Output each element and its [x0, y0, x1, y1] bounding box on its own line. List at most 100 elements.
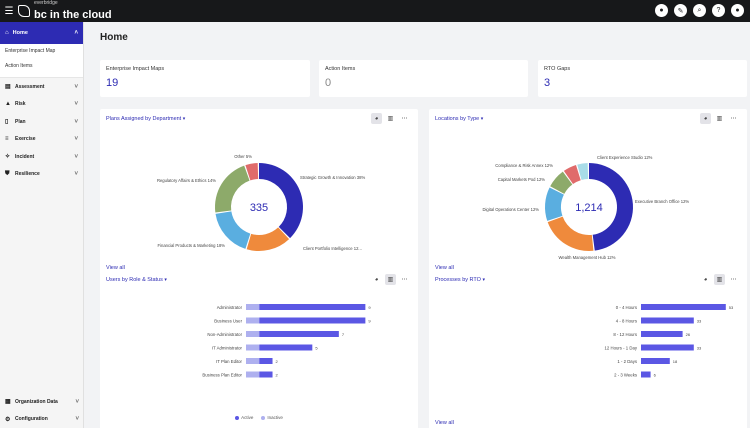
bar-active[interactable] [259, 317, 366, 324]
sidebar-item-resilience[interactable]: ⛊ Resilience ˅ [0, 166, 83, 184]
bar-active[interactable] [259, 358, 273, 364]
exercise-icon: ≡ [5, 136, 9, 143]
grid-icon: ▦ [5, 399, 11, 406]
bar-chart-icon[interactable]: ▥ [385, 274, 396, 285]
bar[interactable] [641, 331, 683, 337]
sidebar-subitem-action-items[interactable]: Action Items [5, 63, 33, 69]
locations-donut-chart: Executive Branch Office 12% Wealth Manage… [482, 155, 689, 260]
users-bar-chart: Administrator 9 Business User 9 Non-Administ… [202, 304, 371, 378]
donut-slice[interactable] [259, 163, 303, 239]
donut-slice[interactable] [246, 227, 290, 252]
bar-value-label: 9 [368, 319, 371, 324]
metric-value: 3 [544, 77, 551, 89]
sidebar-item-organization-data[interactable]: ▦ Organization Data ˅ [0, 393, 84, 411]
brand-name: bc in the cloud [34, 8, 112, 21]
donut-total: 1,214 [575, 202, 603, 214]
sidebar-subitem-enterprise-impact-map[interactable]: Enterprise Impact Map [5, 48, 56, 54]
sidebar-item-configuration[interactable]: ⚙ Configuration ˅ [0, 411, 84, 428]
sidebar-item-assessment[interactable]: ▤ Assessment ˅ [0, 78, 83, 96]
panel-locations-by-type: Locations by Type ▾ ◕ ▥ ⋯ Executive Bran… [429, 109, 747, 275]
slice-label: Compliance & Risk Annex 12% [495, 163, 553, 168]
bar[interactable] [641, 371, 651, 378]
panel-title[interactable]: Users by Role & Status ▾ [106, 277, 167, 283]
more-icon[interactable]: ⋯ [401, 277, 408, 283]
metric-label: Action Items [325, 66, 356, 72]
bar[interactable] [641, 344, 694, 351]
donut-slice[interactable] [563, 164, 581, 185]
legend-item-active[interactable]: Active [235, 415, 253, 420]
panel-title[interactable]: Plans Assigned by Department ▾ [106, 116, 186, 122]
donut-slice[interactable] [589, 163, 633, 251]
chevron-down-icon: ▾ [482, 277, 485, 283]
bar-active[interactable] [259, 371, 273, 378]
pie-chart-icon[interactable]: ◕ [374, 276, 379, 283]
bar-active[interactable] [259, 344, 313, 351]
sidebar-item-exercise[interactable]: ≡ Exercise ˅ [0, 131, 83, 149]
sidebar-item-incident[interactable]: ✧ Incident ˅ [0, 148, 83, 166]
bar[interactable] [641, 358, 670, 364]
category-label: 12 Hours - 1 Day [605, 346, 638, 351]
more-icon[interactable]: ⋯ [730, 277, 737, 283]
category-label: 0 - 4 Hours [616, 305, 637, 310]
view-all-link[interactable]: View all [435, 420, 454, 426]
pie-chart-icon[interactable]: ◕ [371, 113, 382, 124]
donut-slice[interactable] [245, 163, 259, 181]
bar-inactive[interactable] [246, 317, 260, 324]
more-icon[interactable]: ⋯ [730, 116, 737, 122]
gear-icon: ⚙ [5, 416, 11, 423]
bar[interactable] [641, 317, 694, 324]
donut-slice[interactable] [577, 163, 589, 181]
search-icon[interactable]: ⌕ [693, 4, 706, 17]
category-label: Business Plan Editor [202, 373, 242, 378]
sidebar-item-label: Incident [15, 153, 35, 160]
donut-slice[interactable] [215, 211, 251, 249]
legend-item-inactive[interactable]: Inactive [261, 415, 283, 420]
menu-icon[interactable]: ☰ [4, 5, 14, 17]
view-all-link[interactable]: View all [106, 265, 125, 271]
bar-value-label: 2 [276, 359, 279, 364]
clipboard-icon: ▤ [5, 84, 11, 91]
user-icon[interactable]: ● [731, 4, 744, 17]
metric-card-action-items[interactable]: Action Items 0 [319, 60, 528, 97]
sidebar-item-home[interactable]: ⌂ Home ˄ [0, 22, 83, 44]
bar-inactive[interactable] [246, 344, 260, 351]
bar-active[interactable] [259, 304, 366, 310]
chevron-down-icon: ▾ [480, 116, 484, 122]
donut-slice[interactable] [545, 187, 564, 221]
help-icon[interactable]: ? [712, 4, 725, 17]
donut-slice[interactable] [550, 171, 573, 194]
bar[interactable] [641, 304, 726, 310]
more-icon[interactable]: ⋯ [401, 116, 408, 122]
bar-inactive[interactable] [246, 358, 260, 364]
sidebar-item-risk[interactable]: ▲ Risk ˅ [0, 96, 83, 114]
panel-processes-by-rto: Processes by RTO ▾ ◕ ▥ ⋯ 0 - 4 Hours 53 4 … [429, 270, 747, 428]
pie-chart-icon[interactable]: ◕ [700, 113, 711, 124]
metric-card-enterprise-impact-maps[interactable]: Enterprise Impact Maps 19 [100, 60, 310, 97]
bar-inactive[interactable] [246, 331, 260, 337]
bar-value-label: 2 [276, 373, 279, 378]
metric-card-rto-gaps[interactable]: RTO Gaps 3 [538, 60, 747, 97]
panel-title[interactable]: Processes by RTO ▾ [435, 277, 485, 283]
donut-slice[interactable] [215, 165, 250, 213]
metric-value: 19 [106, 77, 119, 89]
chevron-down-icon: ˅ [74, 83, 78, 90]
pie-chart-icon[interactable]: ◕ [703, 276, 708, 283]
logo[interactable]: everbridge bc in the cloud [18, 0, 112, 22]
bar-inactive[interactable] [246, 304, 260, 310]
donut-slice[interactable] [547, 216, 594, 251]
bar-chart-icon[interactable]: ▥ [716, 116, 723, 122]
bar-value-label: 7 [342, 332, 345, 337]
sidebar-item-label: Risk [15, 101, 26, 108]
edit-icon[interactable]: ✎ [674, 4, 687, 17]
plans-donut-chart: Strategic Growth & Innovation 38% Client … [157, 154, 365, 252]
notifications-icon[interactable]: ● [655, 4, 668, 17]
panel-title[interactable]: Locations by Type ▾ [435, 116, 484, 122]
bar-chart-icon[interactable]: ▥ [714, 274, 725, 285]
bar-inactive[interactable] [246, 371, 260, 378]
bar-active[interactable] [259, 331, 339, 337]
sidebar-item-label: Resilience [15, 171, 40, 178]
view-all-link[interactable]: View all [435, 265, 454, 271]
sidebar-item-plan[interactable]: ▯ Plan ˅ [0, 113, 83, 131]
bar-chart-icon[interactable]: ▥ [387, 116, 394, 122]
chevron-up-icon: ˄ [74, 30, 78, 36]
